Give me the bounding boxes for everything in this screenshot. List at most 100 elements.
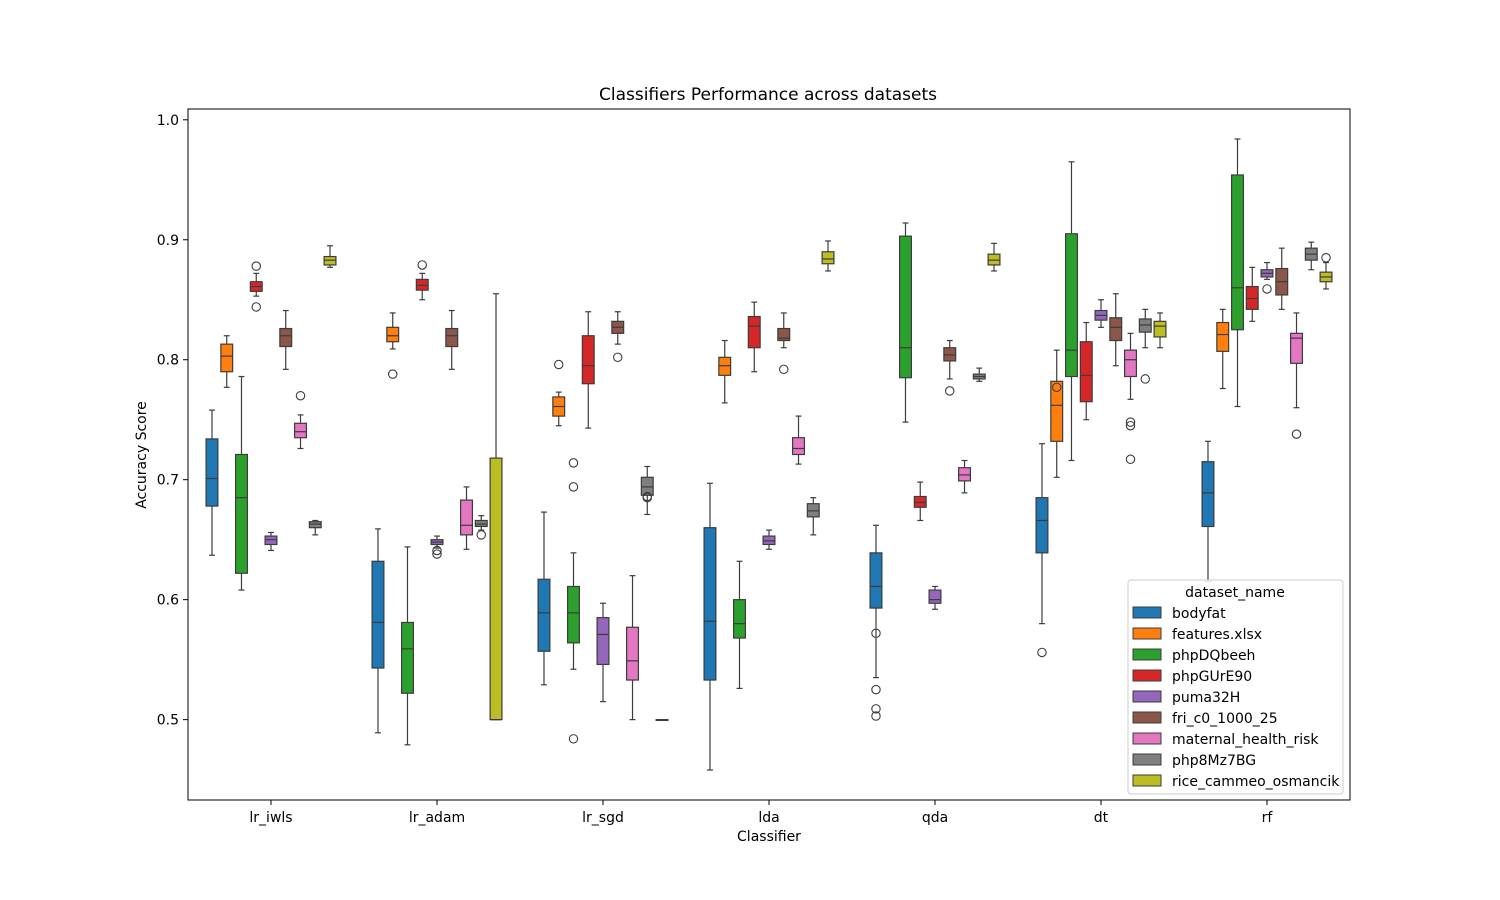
box-phpGUrE90-dt xyxy=(1079,321,1093,421)
box-puma32H-dt xyxy=(1094,299,1108,328)
y-tick-label: 0.8 xyxy=(157,353,179,369)
outlier-point xyxy=(1125,454,1136,465)
legend: dataset_name bodyfat features.xlsx phpDQbe… xyxy=(1127,579,1344,795)
box-puma32H-lda xyxy=(762,529,776,550)
box-body xyxy=(747,315,761,349)
box-bodyfat-lr_adam xyxy=(371,528,385,734)
legend-label: phpGUrE90 xyxy=(1172,669,1252,685)
outlier-point xyxy=(945,386,955,396)
box-bodyfat-qda xyxy=(869,524,883,721)
box-body xyxy=(537,578,551,652)
box-puma32H-rf xyxy=(1260,261,1274,294)
box-phpDQbeeh-lda xyxy=(732,560,746,690)
box-fri_c0_1000_25-lr_iwls xyxy=(279,309,293,370)
outlier-point xyxy=(295,390,306,401)
box-phpGUrE90-qda xyxy=(913,481,927,522)
x-tick-label: lda xyxy=(758,810,779,826)
box-rice_cammeo_osmancik-qda xyxy=(987,242,1001,272)
legend-swatch xyxy=(1132,732,1162,745)
x-tick-label: dt xyxy=(1094,810,1109,826)
box-php8Mz7BG-rf xyxy=(1304,241,1318,271)
box-phpDQbeeh-dt xyxy=(1064,161,1078,462)
box-body xyxy=(1035,497,1049,554)
x-axis-label: Classifier xyxy=(737,829,801,845)
box-phpDQbeeh-lr_iwls xyxy=(234,375,248,591)
outlier-point xyxy=(251,302,261,312)
box-phpGUrE90-lr_iwls xyxy=(249,261,263,312)
chart-title: Classifiers Performance across datasets xyxy=(599,85,937,105)
outlier-point xyxy=(387,369,398,379)
box-features.xlsx-lr_sgd xyxy=(552,359,566,427)
outlier-point xyxy=(871,711,881,721)
box-body xyxy=(400,621,414,694)
y-tick-label: 1.0 xyxy=(157,113,179,129)
box-body xyxy=(869,552,883,609)
plot-frame xyxy=(187,108,1351,801)
box-php8Mz7BG-lr_sgd xyxy=(640,465,654,516)
y-tick-label: 0.9 xyxy=(157,233,179,249)
box-body xyxy=(777,327,791,342)
box-rice_cammeo_osmancik-rf xyxy=(1319,253,1333,290)
box-puma32H-qda xyxy=(928,585,942,610)
box-body xyxy=(1216,321,1230,352)
box-rice_cammeo_osmancik-lr_adam xyxy=(489,293,503,721)
box-puma32H-lr_adam xyxy=(430,535,444,559)
box-body xyxy=(1230,174,1244,331)
box-body xyxy=(596,617,610,666)
box-bodyfat-lr_sgd xyxy=(537,511,551,686)
box-body xyxy=(371,560,385,669)
box-phpGUrE90-lda xyxy=(747,301,761,373)
box-body xyxy=(792,437,806,456)
outlier-point xyxy=(1321,253,1331,263)
outlier-point xyxy=(476,530,487,540)
legend-label: phpDQbeeh xyxy=(1172,648,1255,664)
outlier-point xyxy=(1125,417,1136,427)
box-maternal_health_risk-qda xyxy=(958,459,972,494)
box-body xyxy=(234,453,248,574)
outlier-point xyxy=(432,549,442,559)
box-phpGUrE90-rf xyxy=(1245,266,1259,322)
box-body xyxy=(445,327,459,348)
box-body xyxy=(489,457,503,721)
x-tick-label: rf xyxy=(1262,810,1274,826)
box-body xyxy=(566,585,580,644)
box-phpGUrE90-lr_adam xyxy=(415,260,429,301)
outlier-point xyxy=(1291,429,1302,439)
legend-label: maternal_health_risk xyxy=(1172,732,1319,748)
box-fri_c0_1000_25-rf xyxy=(1275,247,1289,310)
legend-swatch xyxy=(1132,774,1162,787)
box-phpDQbeeh-rf xyxy=(1230,138,1244,408)
legend-title: dataset_name xyxy=(1185,585,1285,601)
box-body xyxy=(220,343,234,373)
box-rice_cammeo_osmancik-lda xyxy=(821,240,835,272)
box-body xyxy=(626,626,640,681)
outlier-point xyxy=(1051,382,1062,393)
outlier-point xyxy=(568,482,579,492)
outlier-point xyxy=(432,545,442,556)
box-bodyfat-lda xyxy=(703,482,717,771)
box-phpGUrE90-lr_sgd xyxy=(581,311,595,429)
outlier-point xyxy=(871,684,881,695)
x-tick-label: qda xyxy=(922,810,948,826)
legend-swatch xyxy=(1132,690,1162,703)
box-phpDQbeeh-lr_sgd xyxy=(566,458,580,744)
box-puma32H-lr_sgd xyxy=(596,602,610,703)
y-tick-label: 0.5 xyxy=(157,713,179,729)
box-fri_c0_1000_25-lda xyxy=(777,312,791,375)
box-puma32H-lr_iwls xyxy=(264,531,278,552)
y-axis: 0.5 0.6 0.7 0.8 0.9 1.0 xyxy=(157,113,188,729)
box-features.xlsx-rf xyxy=(1216,308,1230,390)
box-series-group xyxy=(205,138,1333,771)
outlier-point xyxy=(1125,420,1136,431)
outlier-point xyxy=(871,628,881,638)
outlier-point xyxy=(1262,284,1272,294)
box-body xyxy=(1079,341,1093,403)
outlier-point xyxy=(1140,374,1151,384)
box-maternal_health_risk-dt xyxy=(1124,332,1138,465)
box-body xyxy=(1050,380,1064,442)
box-features.xlsx-lr_adam xyxy=(386,312,400,379)
box-php8Mz7BG-qda xyxy=(972,367,986,382)
box-features.xlsx-dt xyxy=(1050,349,1064,478)
box-body xyxy=(294,422,308,439)
box-maternal_health_risk-lr_adam xyxy=(460,486,474,550)
